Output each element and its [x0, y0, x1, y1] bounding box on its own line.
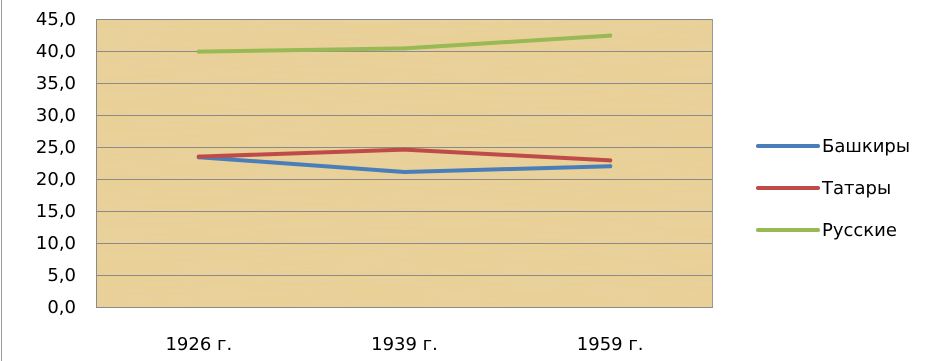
x-axis-tick-labels: 1926 г. 1939 г. 1959 г. — [165, 334, 643, 355]
y-tick-label: 30,0 — [36, 105, 76, 126]
data-point — [608, 158, 613, 163]
x-tick-label: 1939 г. — [371, 334, 438, 355]
y-axis-tick-labels: 0,0 5,0 10,0 15,0 20,0 25,0 30,0 35,0 40,0 45,0 — [36, 9, 76, 318]
legend: Башкиры Татары Русские — [756, 136, 910, 241]
legend-label: Татары — [821, 178, 891, 199]
y-tick-label: 25,0 — [36, 137, 76, 158]
y-tick-label: 40,0 — [36, 41, 76, 62]
data-point — [608, 164, 613, 169]
data-point — [196, 49, 201, 54]
y-tick-label: 0,0 — [47, 297, 76, 318]
data-point — [402, 147, 407, 152]
y-tick-label: 5,0 — [47, 265, 76, 286]
plot-background — [96, 19, 713, 307]
y-tick-label: 45,0 — [36, 9, 76, 30]
data-point — [608, 33, 613, 38]
axes — [1, 0, 713, 361]
legend-label: Башкиры — [822, 136, 910, 157]
data-point — [402, 46, 407, 51]
y-tick-label: 10,0 — [36, 233, 76, 254]
y-tick-label: 35,0 — [36, 73, 76, 94]
legend-label: Русские — [822, 220, 897, 241]
series-lines — [196, 33, 613, 174]
x-tick-label: 1959 г. — [577, 334, 644, 355]
y-tick-label: 15,0 — [36, 201, 76, 222]
x-tick-label: 1926 г. — [165, 334, 232, 355]
y-tick-label: 20,0 — [36, 169, 76, 190]
data-point — [402, 169, 407, 174]
gridlines — [96, 19, 713, 308]
data-point — [196, 154, 201, 159]
